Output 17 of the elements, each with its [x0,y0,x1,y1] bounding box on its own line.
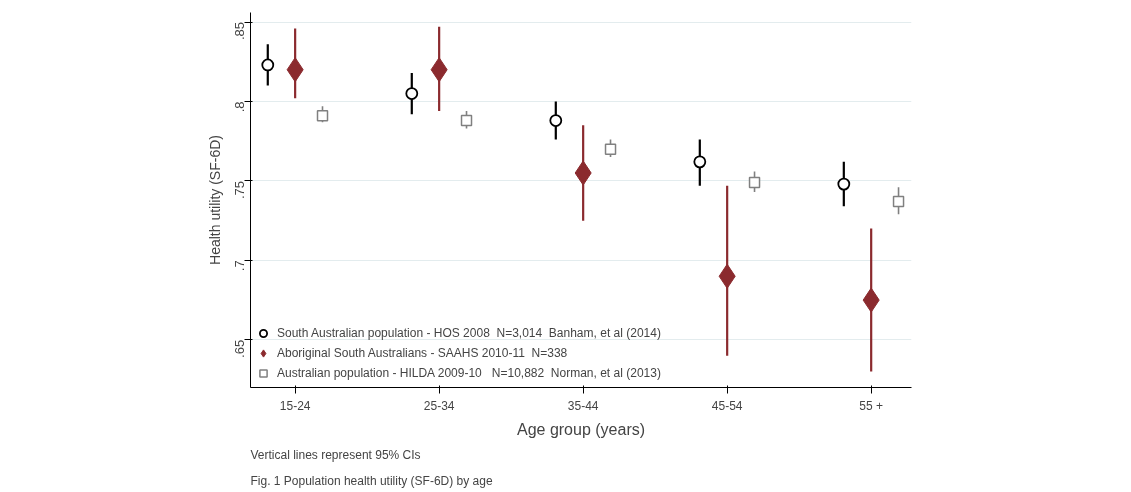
x-tick-label: 25-34 [423,398,455,413]
legend-label: Aboriginal South Australians - SAAHS 2010-11 N=338 [277,345,568,361]
caption: Fig. 1 Population health utility (SF-6D) by age [250,473,493,488]
y-tick-label: .85 [232,22,247,41]
legend-label: Australian population - HILDA 2009-10 N=10,882 Norman, et al (2013) [277,365,661,381]
x-tick-label: 55 + [859,398,884,413]
y-tick-label: .7 [232,260,247,272]
y-axis-title: Health utility (SF-6D) [206,135,223,265]
text: Vertical lines represent 95% CIs [250,447,421,462]
y-tick-label: .65 [232,339,247,358]
legend-label: South Australian population - HOS 2008 N=3,014 Banham, et al (2014) [277,325,661,341]
x-tick-label: 35-44 [567,398,599,413]
x-axis-title: Age group (years) [516,420,646,438]
x-tick-label: 15-24 [279,398,311,413]
x-tick-label: 45-54 [711,398,743,413]
y-tick-label: .8 [232,101,247,113]
y-tick-label: .75 [232,180,247,199]
